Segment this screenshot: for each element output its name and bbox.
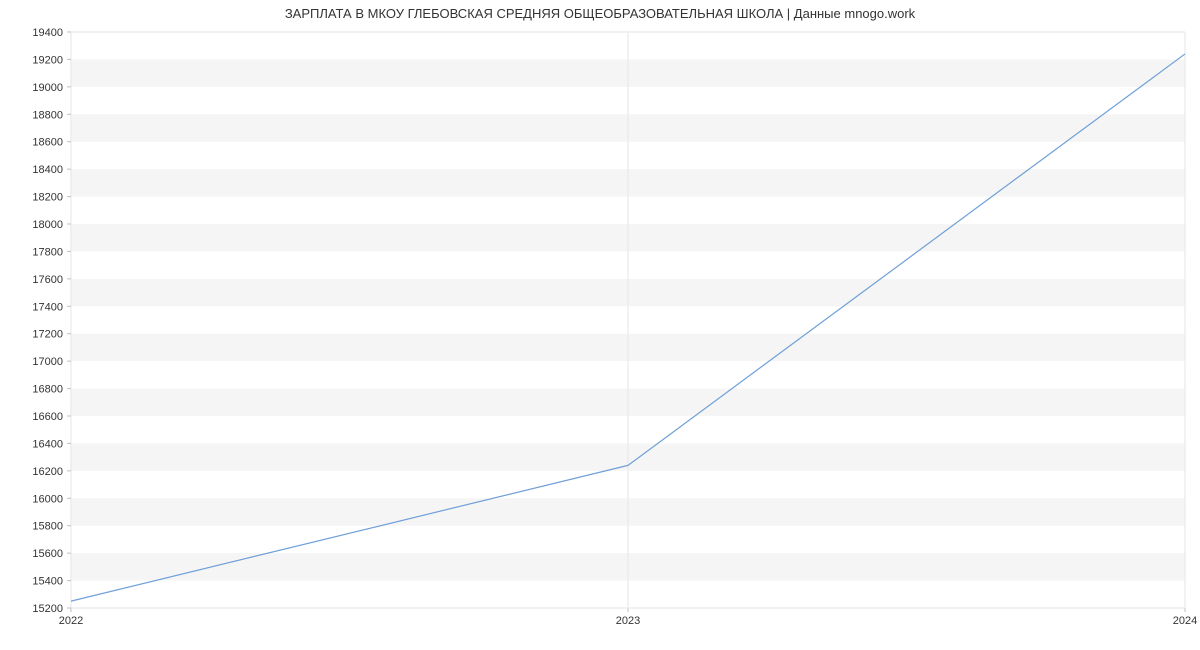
y-tick-label: 18000 [32, 219, 63, 231]
y-tick-label: 16000 [32, 493, 63, 505]
y-tick-label: 17200 [32, 329, 63, 341]
y-tick-label: 18800 [32, 109, 63, 121]
y-tick-label: 15800 [32, 521, 63, 533]
y-tick-label: 19400 [32, 27, 63, 39]
y-tick-label: 17600 [32, 274, 63, 286]
y-tick-label: 16400 [32, 438, 63, 450]
x-tick-label: 2023 [616, 615, 640, 627]
x-tick-label: 2024 [1173, 615, 1197, 627]
y-tick-label: 16800 [32, 384, 63, 396]
y-tick-label: 15600 [32, 548, 63, 560]
x-tick-label: 2022 [59, 615, 83, 627]
y-tick-label: 17800 [32, 246, 63, 258]
y-tick-label: 16200 [32, 466, 63, 478]
y-tick-label: 15200 [32, 603, 63, 615]
y-tick-label: 19000 [32, 82, 63, 94]
y-tick-label: 18200 [32, 192, 63, 204]
y-tick-label: 17000 [32, 356, 63, 368]
chart-svg: 15200 15400 15600 15800 16000 16200 16400 16600… [0, 0, 1200, 650]
y-tick-label: 18600 [32, 137, 63, 149]
y-tick-label: 19200 [32, 54, 63, 66]
salary-line-chart: ЗАРПЛАТА В МКОУ ГЛЕБОВСКАЯ СРЕДНЯЯ ОБЩЕО… [0, 0, 1200, 650]
y-tick-label: 18400 [32, 164, 63, 176]
y-tick-label: 15400 [32, 576, 63, 588]
y-tick-label: 16600 [32, 411, 63, 423]
y-tick-label: 17400 [32, 301, 63, 313]
